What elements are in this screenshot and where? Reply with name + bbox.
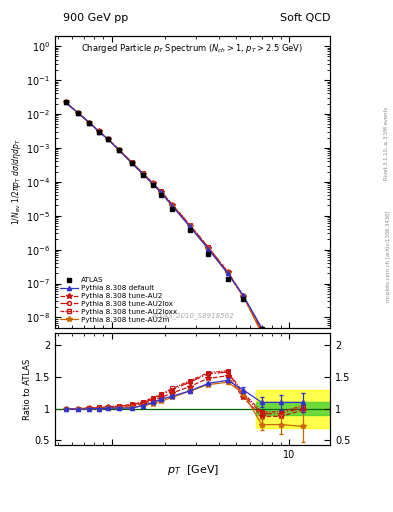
Text: 900 GeV pp: 900 GeV pp bbox=[63, 13, 128, 23]
Legend: ATLAS, Pythia 8.308 default, Pythia 8.308 tune-AU2, Pythia 8.308 tune-AU2lox, Py: ATLAS, Pythia 8.308 default, Pythia 8.30… bbox=[59, 276, 178, 324]
Y-axis label: Ratio to ATLAS: Ratio to ATLAS bbox=[23, 358, 32, 420]
Text: ATLAS_2010_S8918562: ATLAS_2010_S8918562 bbox=[151, 312, 234, 319]
X-axis label: $p_T$  [GeV]: $p_T$ [GeV] bbox=[167, 463, 219, 477]
Text: Rivet 3.1.10, ≥ 3.5M events: Rivet 3.1.10, ≥ 3.5M events bbox=[384, 106, 389, 180]
Text: mcplots.cern.ch [arXiv:1306.3436]: mcplots.cern.ch [arXiv:1306.3436] bbox=[386, 210, 391, 302]
Text: Soft QCD: Soft QCD bbox=[280, 13, 330, 23]
Y-axis label: $1/N_\mathrm{ev}\ 1/2\pi p_T\ d\sigma/d\eta dp_T$: $1/N_\mathrm{ev}\ 1/2\pi p_T\ d\sigma/d\… bbox=[10, 138, 23, 225]
Text: Charged Particle $p_T$ Spectrum ($N_{ch} > 1$, $p_T > 2.5$ GeV): Charged Particle $p_T$ Spectrum ($N_{ch}… bbox=[81, 41, 304, 55]
